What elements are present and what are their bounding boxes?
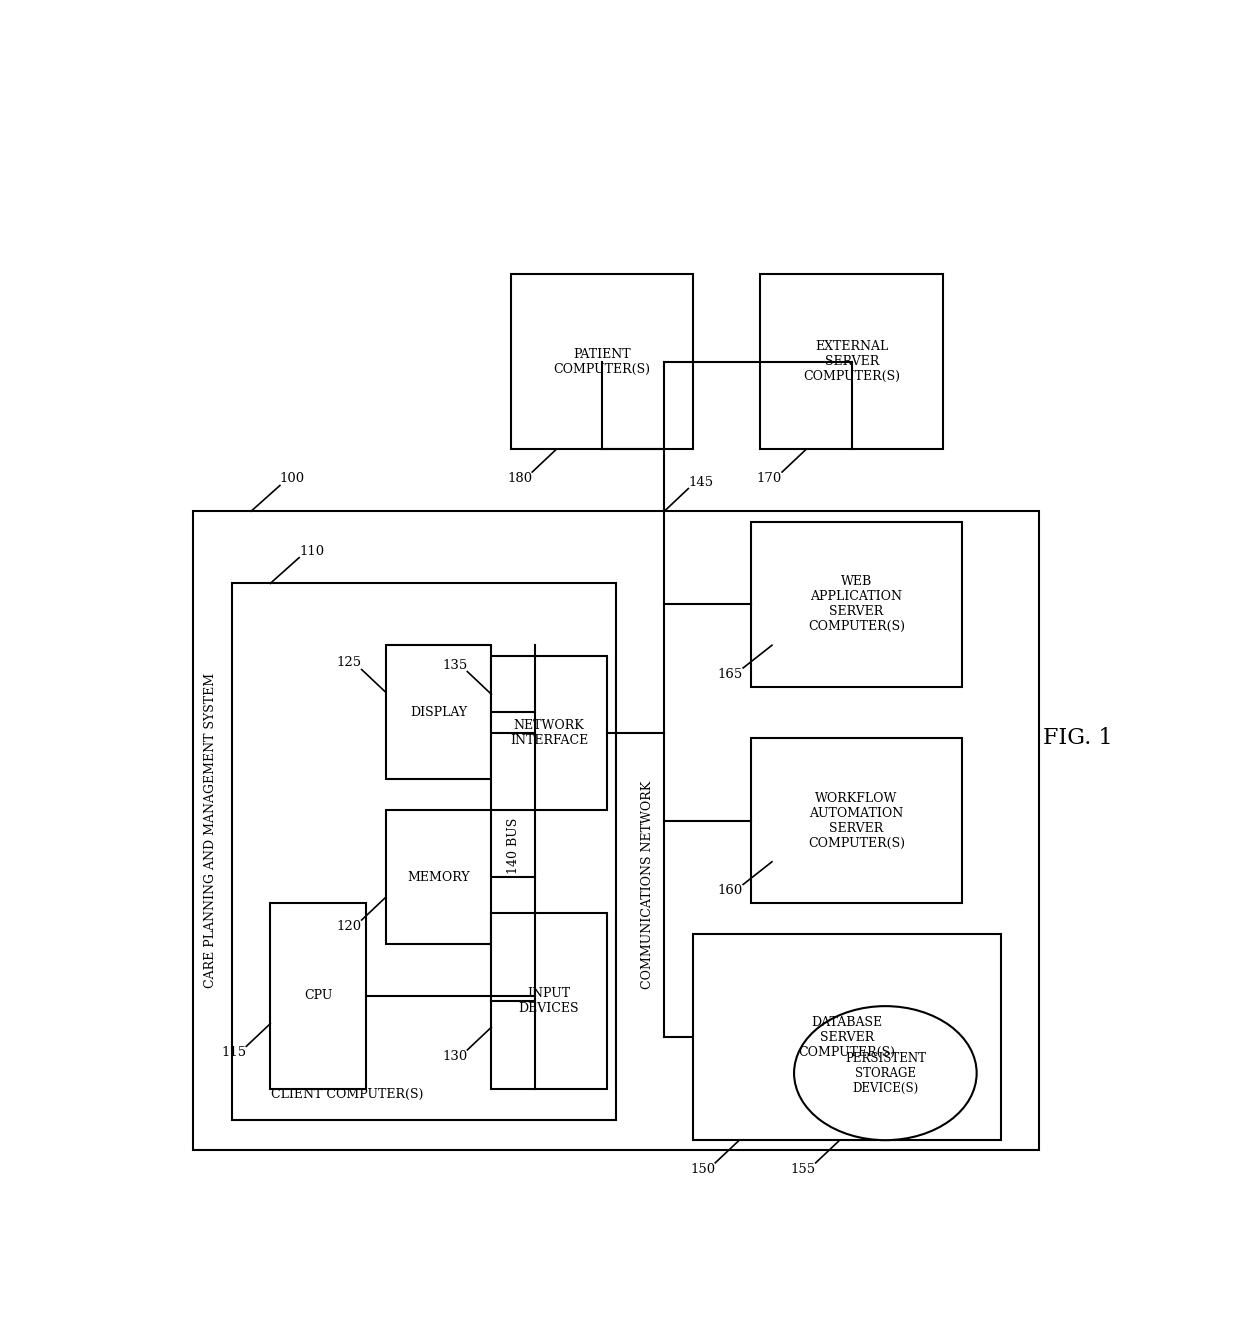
Text: CLIENT COMPUTER(S): CLIENT COMPUTER(S): [272, 1089, 423, 1101]
Bar: [193, 511, 1039, 1150]
Text: 180: 180: [507, 473, 532, 485]
Text: 130: 130: [443, 1050, 467, 1063]
Text: CPU: CPU: [304, 990, 332, 1003]
Text: DISPLAY: DISPLAY: [410, 706, 467, 719]
Bar: [760, 274, 942, 450]
Text: 110: 110: [299, 545, 325, 557]
Bar: [751, 521, 962, 687]
Text: FIG. 1: FIG. 1: [1043, 727, 1112, 749]
Text: 125: 125: [336, 656, 362, 670]
Text: 135: 135: [443, 659, 467, 672]
Ellipse shape: [794, 1006, 977, 1139]
Text: EXTERNAL
SERVER
COMPUTER(S): EXTERNAL SERVER COMPUTER(S): [804, 340, 900, 383]
Text: 145: 145: [688, 475, 713, 489]
Bar: [386, 645, 491, 779]
Bar: [491, 656, 606, 810]
Text: PATIENT
COMPUTER(S): PATIENT COMPUTER(S): [553, 348, 650, 376]
Text: MEMORY: MEMORY: [407, 870, 470, 884]
Bar: [232, 584, 616, 1119]
Bar: [693, 935, 1001, 1139]
Text: 150: 150: [691, 1162, 715, 1176]
Bar: [511, 274, 693, 450]
Text: 160: 160: [718, 885, 743, 897]
Text: 140 BUS: 140 BUS: [507, 818, 520, 874]
Text: 170: 170: [756, 473, 782, 485]
Text: DATABASE
SERVER
COMPUTER(S): DATABASE SERVER COMPUTER(S): [799, 1015, 895, 1059]
Text: PERSISTENT
STORAGE
DEVICE(S): PERSISTENT STORAGE DEVICE(S): [844, 1051, 926, 1095]
Text: 120: 120: [336, 920, 362, 933]
Text: WEB
APPLICATION
SERVER
COMPUTER(S): WEB APPLICATION SERVER COMPUTER(S): [808, 574, 905, 633]
Text: 165: 165: [718, 668, 743, 682]
Bar: [491, 913, 606, 1089]
Text: 115: 115: [221, 1046, 247, 1059]
Text: NETWORK
INTERFACE: NETWORK INTERFACE: [510, 719, 588, 747]
Text: COMMUNICATIONS NETWORK: COMMUNICATIONS NETWORK: [641, 781, 653, 990]
Bar: [386, 810, 491, 944]
Text: 155: 155: [791, 1162, 816, 1176]
Text: WORKFLOW
AUTOMATION
SERVER
COMPUTER(S): WORKFLOW AUTOMATION SERVER COMPUTER(S): [808, 791, 905, 849]
Bar: [751, 738, 962, 902]
Text: 100: 100: [280, 473, 305, 486]
Bar: [270, 902, 367, 1089]
Text: INPUT
DEVICES: INPUT DEVICES: [518, 987, 579, 1015]
Text: CARE PLANNING AND MANAGEMENT SYSTEM: CARE PLANNING AND MANAGEMENT SYSTEM: [205, 674, 217, 988]
